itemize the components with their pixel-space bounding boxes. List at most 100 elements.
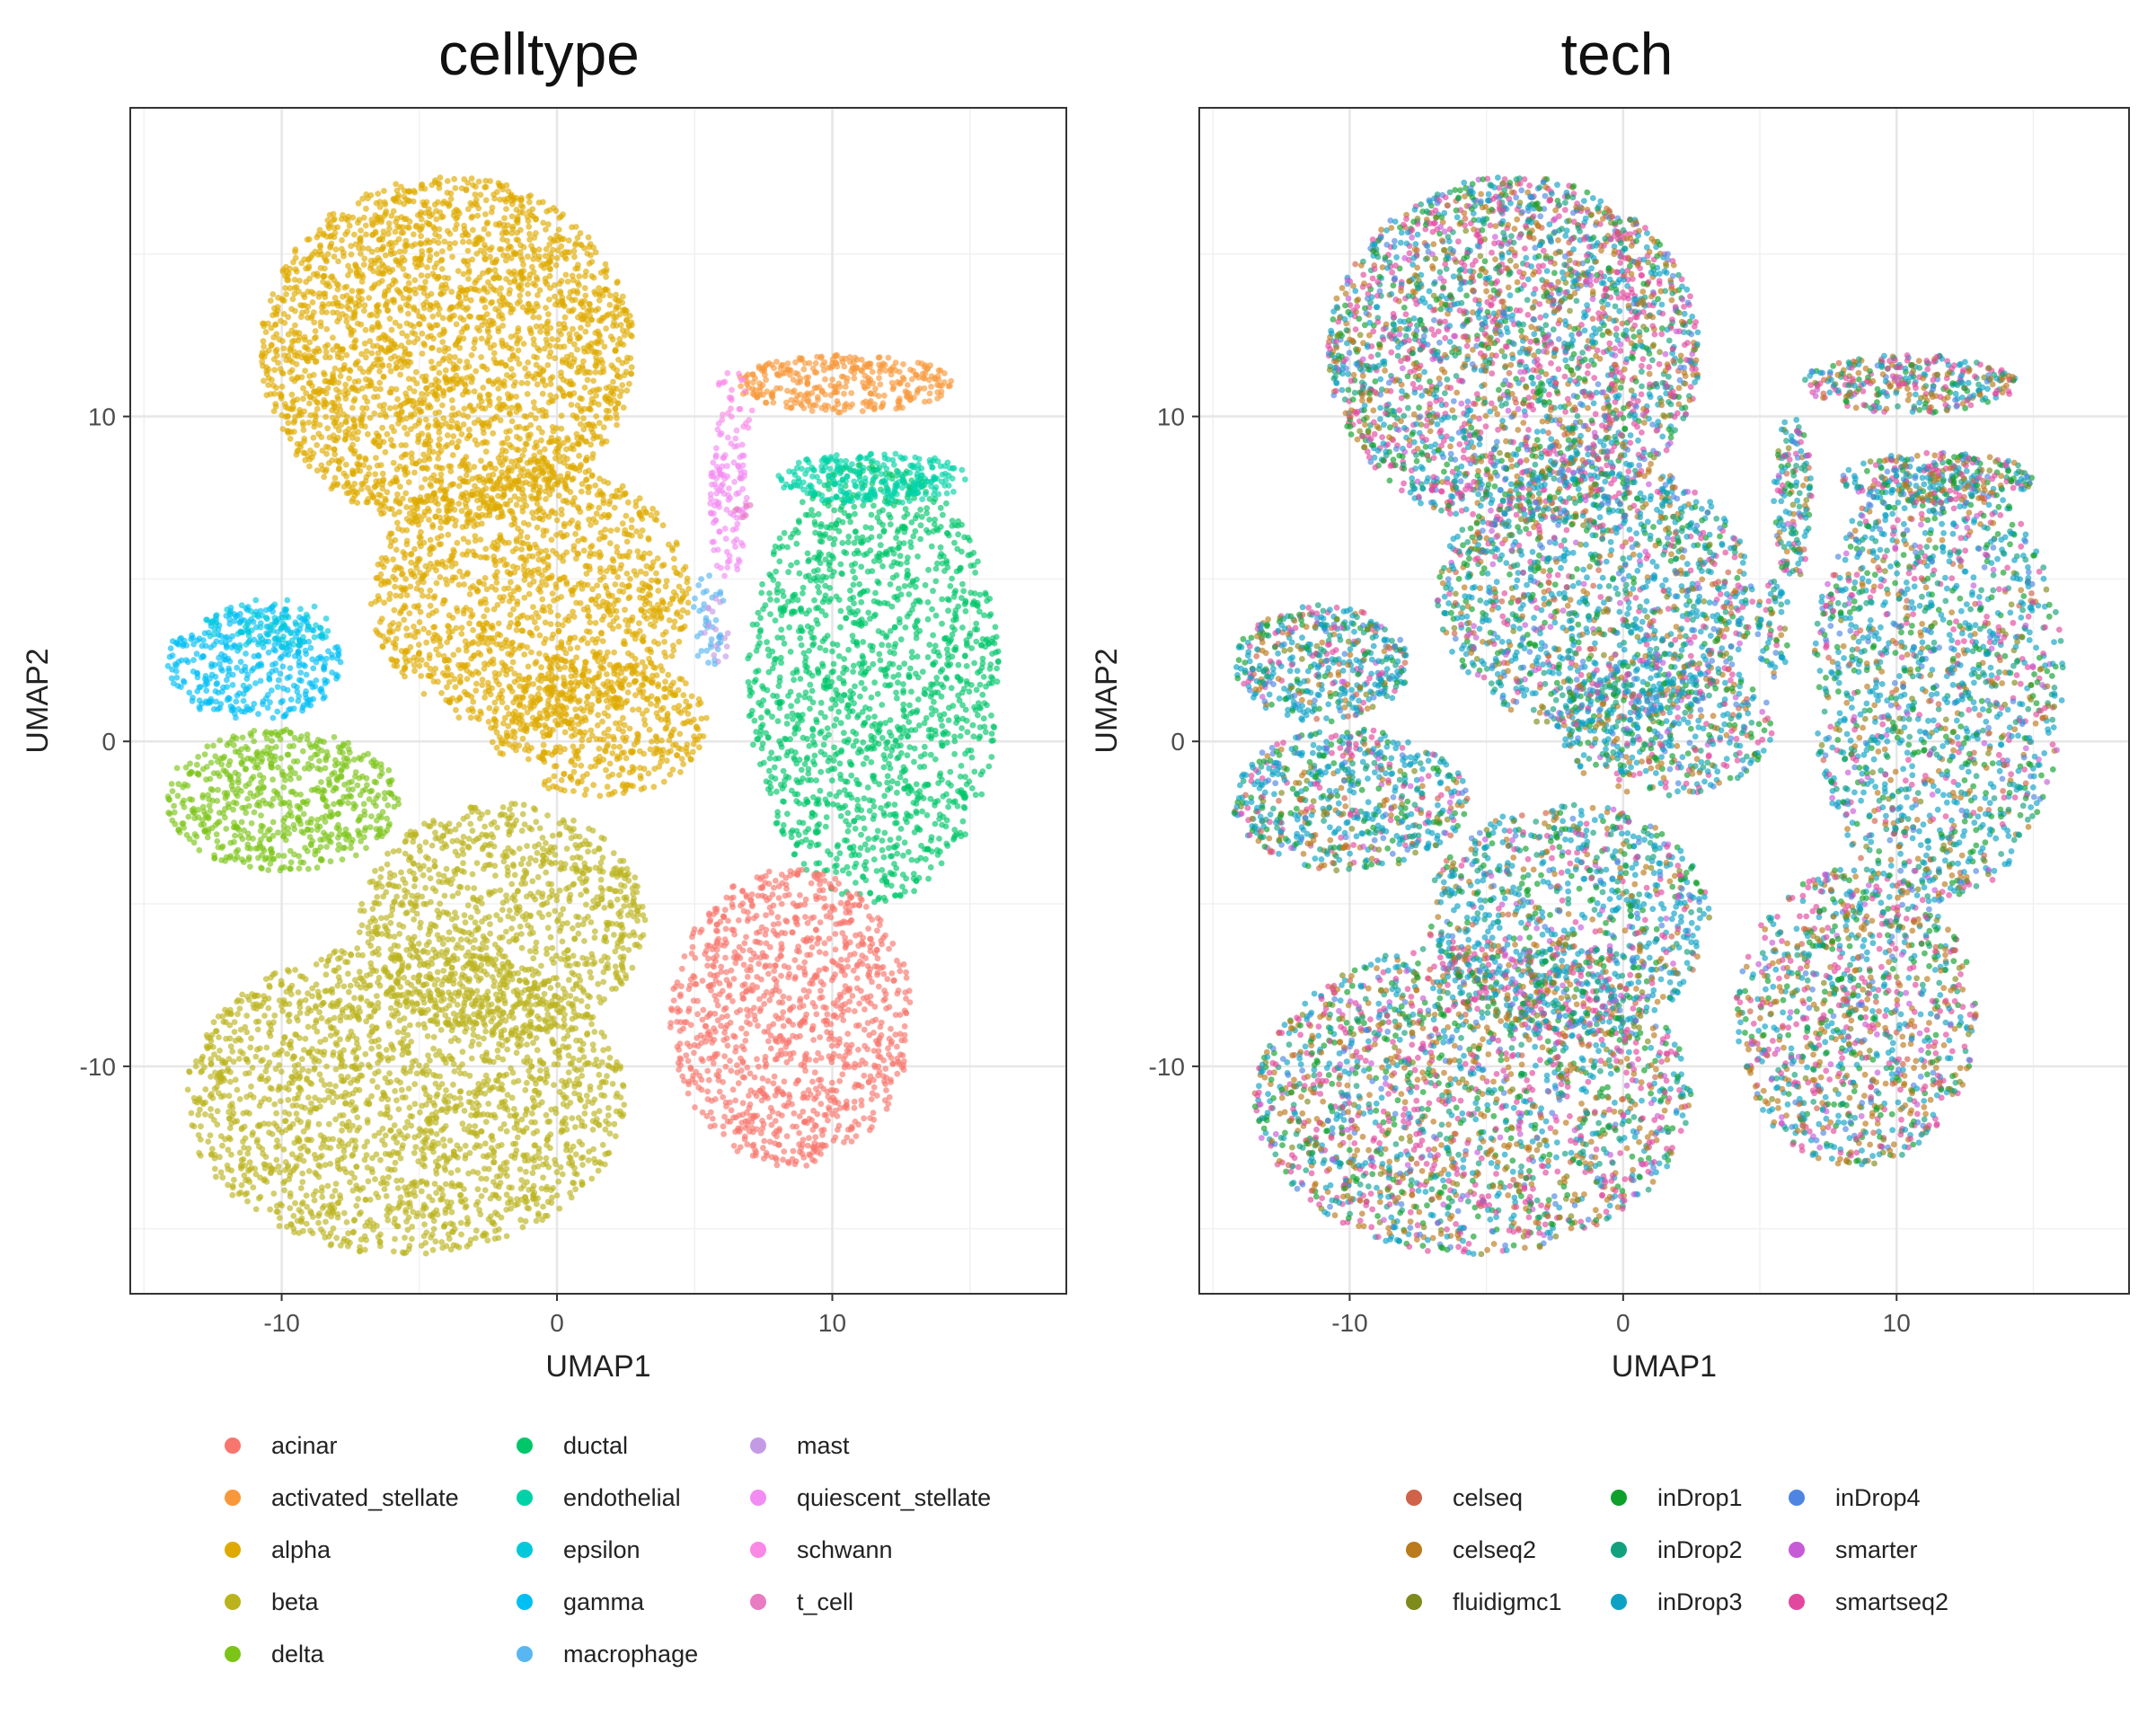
data-point — [574, 644, 581, 651]
data-point — [384, 578, 392, 585]
data-point — [564, 473, 571, 481]
data-point — [467, 402, 473, 409]
data-point — [382, 201, 389, 208]
data-point — [270, 334, 278, 341]
data-point — [432, 513, 439, 520]
data-point — [604, 689, 611, 696]
data-point — [331, 295, 339, 301]
data-point — [378, 216, 385, 223]
data-point — [436, 305, 443, 312]
data-point — [464, 389, 472, 395]
data-point — [502, 257, 509, 264]
data-point — [292, 352, 298, 359]
data-point — [637, 775, 644, 782]
data-point — [340, 346, 346, 353]
data-point — [386, 1208, 393, 1216]
data-point — [420, 592, 426, 599]
data-point — [513, 501, 520, 509]
data-point — [488, 244, 495, 251]
data-point — [326, 1081, 333, 1088]
data-point — [661, 649, 667, 656]
data-point — [349, 288, 356, 295]
data-point — [515, 402, 521, 409]
data-point — [561, 770, 568, 777]
data-point — [278, 384, 286, 390]
data-point — [581, 272, 588, 279]
data-point — [361, 340, 368, 347]
data-point — [558, 331, 564, 338]
data-point — [521, 412, 528, 420]
data-point — [452, 240, 458, 246]
data-point — [417, 494, 424, 500]
data-point — [432, 477, 439, 484]
data-point — [586, 261, 593, 267]
data-point — [602, 683, 609, 690]
data-point — [446, 698, 453, 705]
data-point — [550, 428, 557, 435]
data-point — [535, 253, 543, 260]
data-point — [633, 736, 641, 743]
data-point — [351, 231, 358, 238]
data-point — [623, 784, 629, 792]
data-point — [353, 270, 360, 277]
data-point — [603, 266, 610, 273]
data-point — [513, 236, 520, 243]
data-point — [583, 454, 590, 461]
data-point — [343, 473, 349, 480]
data-point — [538, 262, 544, 269]
data-point — [291, 337, 298, 344]
data-point — [378, 246, 385, 253]
data-point — [439, 402, 446, 409]
data-point — [438, 282, 446, 288]
data-point — [556, 442, 563, 448]
data-point — [358, 296, 366, 303]
data-point — [439, 339, 446, 345]
data-point — [581, 369, 588, 376]
data-point — [637, 511, 643, 518]
data-point — [596, 745, 603, 752]
data-point — [422, 464, 429, 471]
data-point — [386, 226, 393, 232]
data-point — [366, 295, 373, 301]
data-point — [561, 343, 568, 350]
data-point — [371, 483, 378, 491]
data-point — [698, 715, 705, 722]
data-point — [448, 498, 455, 505]
data-point — [590, 377, 596, 385]
data-point — [351, 378, 358, 385]
data-point — [484, 641, 491, 647]
data-point — [561, 520, 568, 527]
data-point — [473, 197, 480, 203]
data-point — [386, 405, 393, 411]
data-point — [556, 458, 563, 464]
data-point — [428, 332, 434, 340]
data-point — [582, 562, 589, 570]
data-point — [605, 398, 612, 405]
data-point — [606, 302, 614, 308]
data-point — [615, 772, 623, 778]
data-point — [603, 585, 610, 592]
data-point — [355, 462, 362, 469]
data-point — [532, 282, 539, 288]
data-point — [595, 686, 601, 694]
data-point — [588, 400, 595, 407]
data-point — [376, 596, 383, 603]
data-point — [550, 631, 557, 638]
data-point — [448, 439, 455, 447]
data-point — [423, 639, 430, 646]
data-point — [437, 574, 444, 580]
data-point — [425, 432, 432, 438]
data-point — [380, 438, 387, 446]
data-point — [530, 515, 537, 521]
data-point — [513, 217, 520, 225]
data-point — [293, 361, 300, 367]
data-point — [508, 305, 515, 313]
data-point — [305, 420, 313, 426]
data-point — [544, 656, 552, 662]
data-point — [506, 243, 513, 250]
data-point — [379, 470, 386, 477]
data-point — [519, 508, 526, 515]
data-point — [284, 428, 291, 434]
data-point — [533, 475, 539, 482]
data-point — [638, 606, 645, 613]
